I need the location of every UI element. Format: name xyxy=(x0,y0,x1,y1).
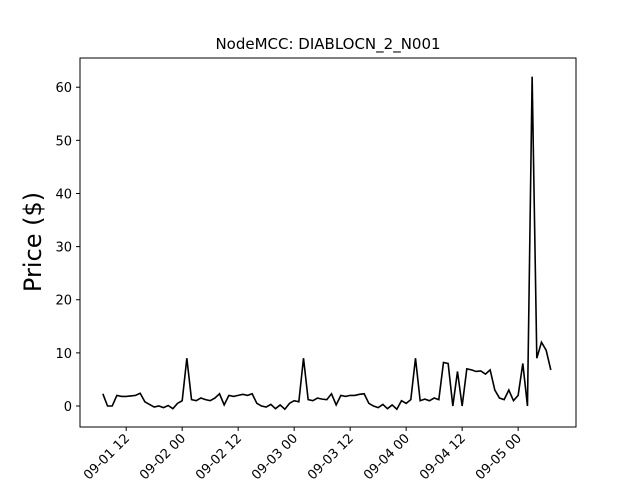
plot-frame xyxy=(79,57,577,428)
x-tick-label: 09-01 12 xyxy=(81,431,133,480)
y-tick-label: 0 xyxy=(64,400,72,415)
chart-title: NodeMCC: DIABLOCN_2_N001 xyxy=(215,35,440,54)
x-tick-label: 09-04 12 xyxy=(417,431,469,480)
x-tick-label: 09-04 00 xyxy=(361,431,413,480)
x-tick-label: 09-03 12 xyxy=(305,431,357,480)
y-tick-label: 10 xyxy=(55,347,72,362)
x-tick-label: 09-02 12 xyxy=(193,431,245,480)
y-axis-label: Price ($) xyxy=(19,192,47,292)
y-tick-label: 20 xyxy=(55,294,72,309)
y-tick-label: 60 xyxy=(55,81,72,96)
y-tick-label: 30 xyxy=(55,241,72,256)
x-tick-label: 09-03 00 xyxy=(249,431,301,480)
y-tick-label: 50 xyxy=(55,134,72,149)
y-tick-label: 40 xyxy=(55,187,72,202)
x-tick-label: 09-05 00 xyxy=(473,431,525,480)
x-tick-label: 09-02 00 xyxy=(137,431,189,480)
price-line xyxy=(102,76,552,411)
